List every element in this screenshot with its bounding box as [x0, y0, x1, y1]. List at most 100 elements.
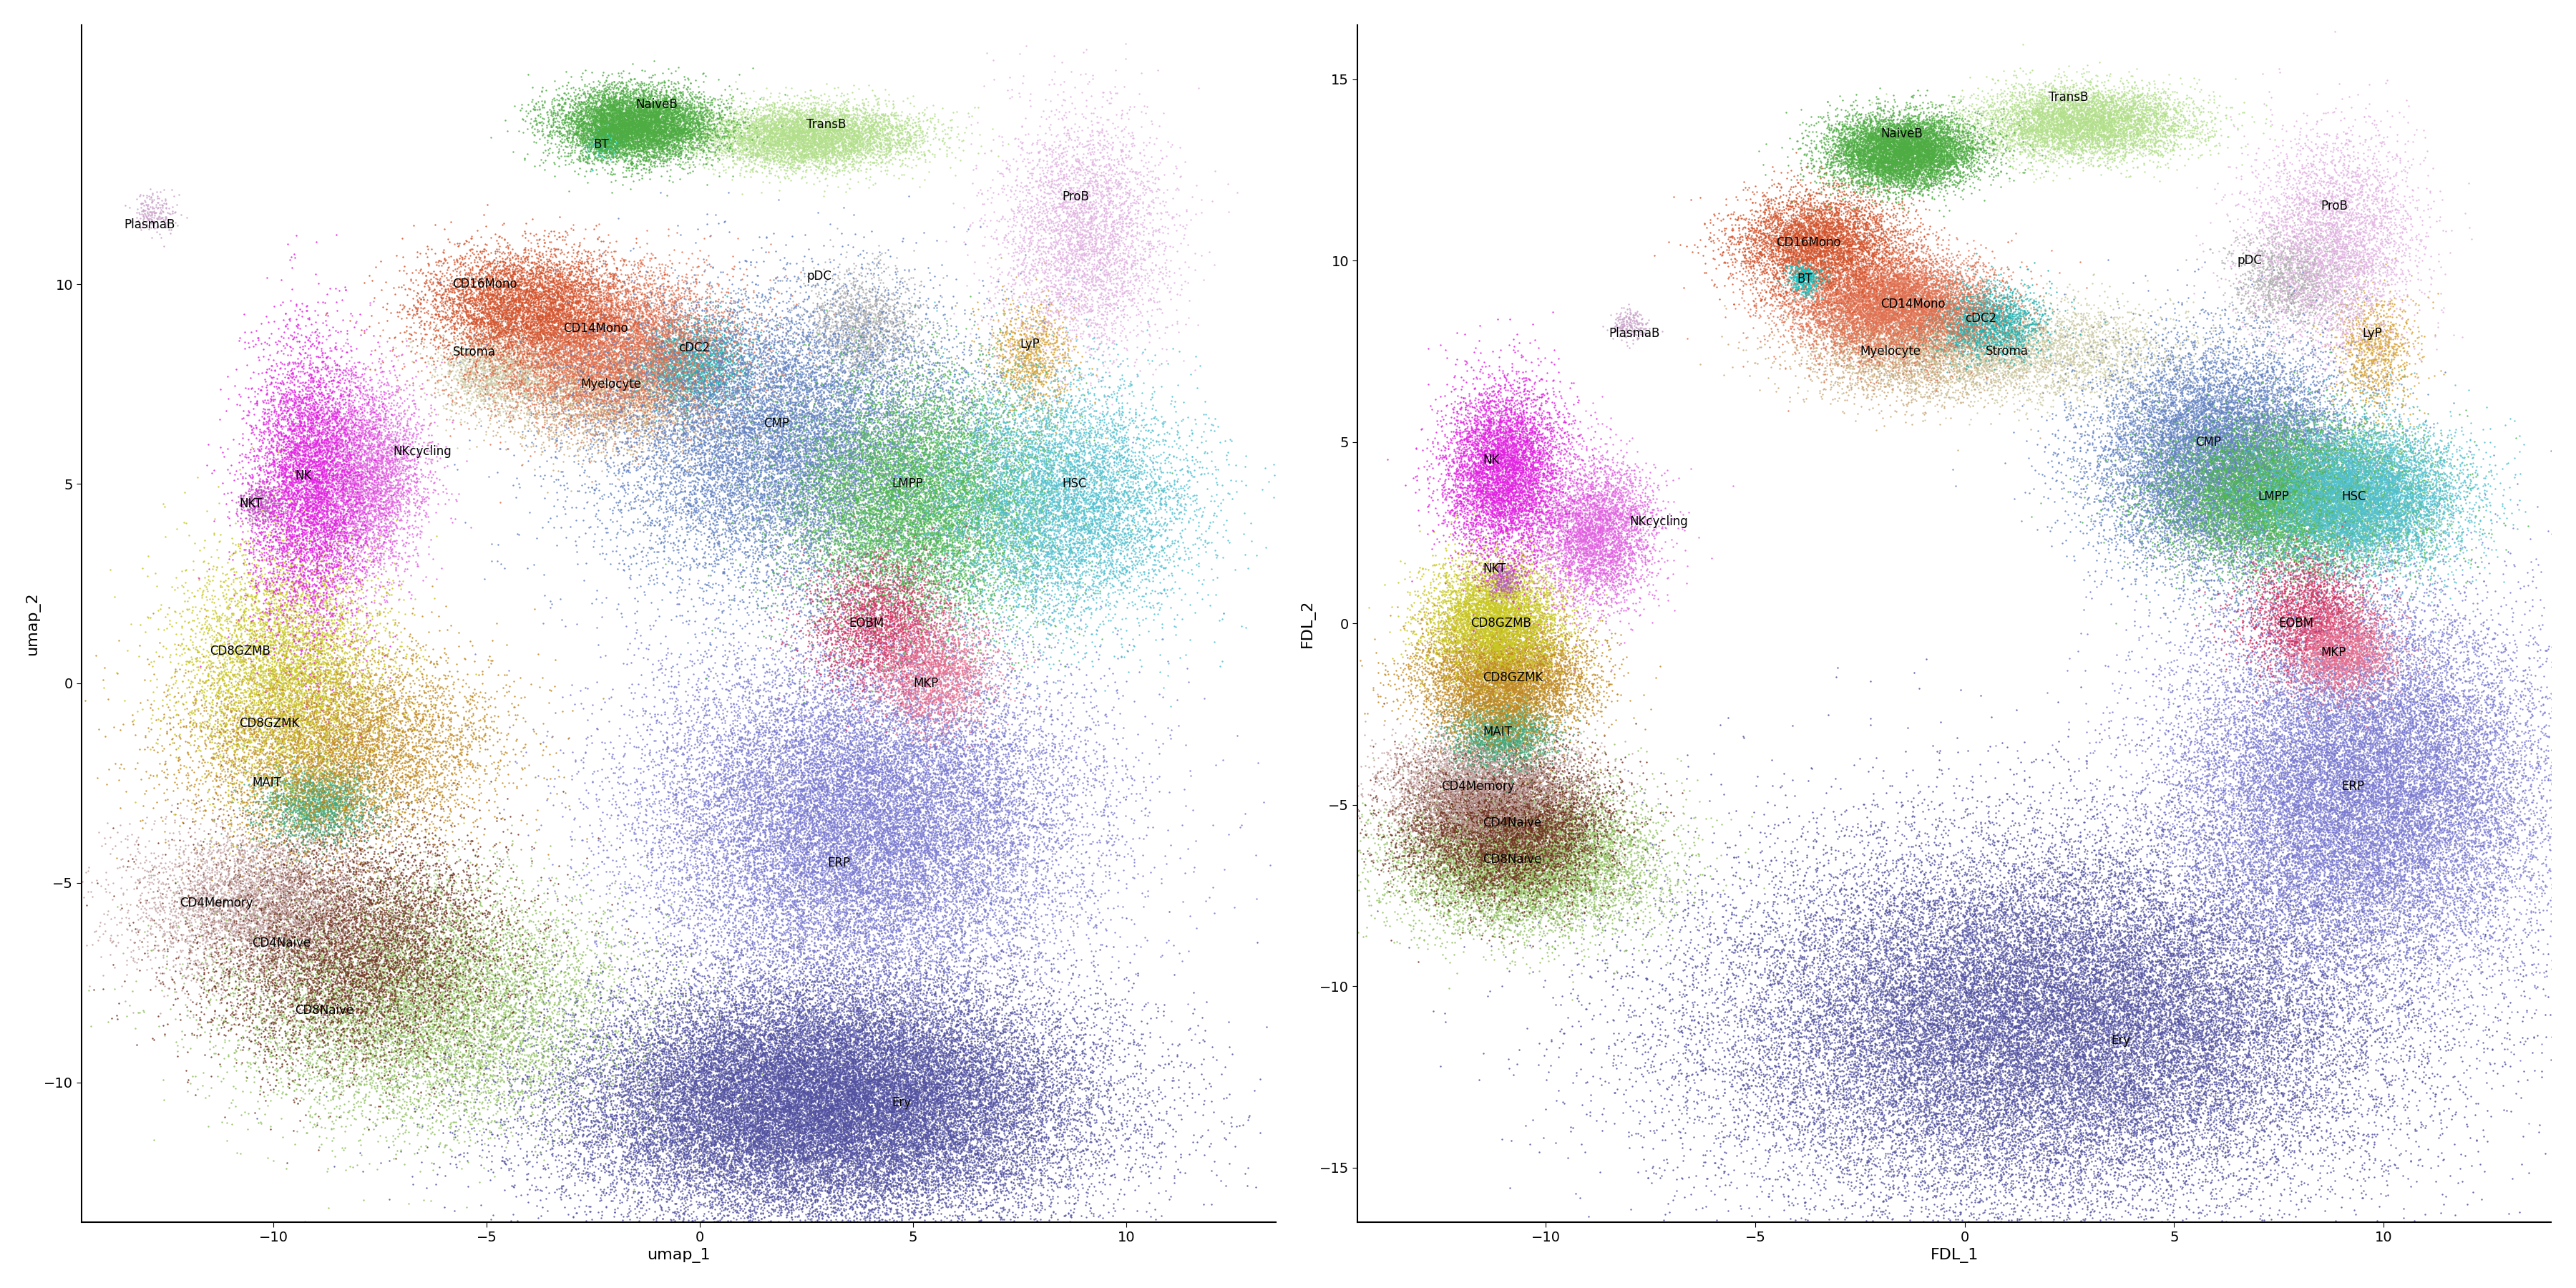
- Point: [1427, 680, 1468, 701]
- Point: [804, 786, 845, 806]
- Point: [2143, 882, 2184, 903]
- Point: [1386, 781, 1427, 801]
- Point: [1463, 775, 1504, 796]
- Point: [183, 752, 224, 773]
- Point: [2306, 744, 2347, 765]
- Point: [1793, 294, 1834, 314]
- Point: [2378, 652, 2419, 672]
- Point: [603, 397, 644, 417]
- Point: [2447, 649, 2488, 670]
- Point: [2267, 380, 2308, 401]
- Point: [2264, 580, 2306, 600]
- Point: [2084, 911, 2125, 931]
- Point: [868, 697, 909, 717]
- Point: [2553, 665, 2576, 685]
- Point: [2182, 386, 2223, 407]
- Point: [1899, 1069, 1940, 1090]
- Point: [873, 1114, 914, 1135]
- Point: [2074, 980, 2115, 1001]
- Point: [1064, 1103, 1105, 1123]
- Point: [289, 470, 330, 491]
- Point: [2202, 1059, 2244, 1079]
- Point: [907, 622, 948, 643]
- Point: [2218, 447, 2259, 468]
- Point: [930, 506, 971, 527]
- Point: [291, 898, 332, 918]
- Point: [1922, 129, 1963, 149]
- Point: [2262, 361, 2303, 381]
- Point: [755, 889, 796, 909]
- Point: [590, 120, 631, 140]
- Point: [1494, 773, 1535, 793]
- Point: [155, 890, 196, 911]
- Point: [422, 693, 464, 714]
- Point: [2403, 748, 2445, 769]
- Point: [611, 408, 652, 429]
- Point: [616, 831, 657, 851]
- Point: [2112, 1105, 2154, 1126]
- Point: [1066, 546, 1108, 567]
- Point: [1960, 966, 2002, 987]
- Point: [817, 1175, 858, 1195]
- Point: [940, 483, 981, 504]
- Point: [1074, 519, 1115, 540]
- Point: [433, 784, 474, 805]
- Point: [742, 931, 783, 952]
- Point: [2378, 735, 2419, 756]
- Point: [340, 994, 381, 1015]
- Point: [827, 514, 868, 535]
- Point: [1765, 1066, 1806, 1087]
- Point: [858, 533, 899, 554]
- Point: [1553, 899, 1595, 920]
- Point: [1847, 1101, 1888, 1122]
- Point: [696, 327, 737, 348]
- Point: [1574, 523, 1615, 544]
- Point: [848, 1018, 889, 1038]
- Point: [791, 1148, 832, 1168]
- Point: [626, 515, 667, 536]
- Point: [891, 635, 933, 656]
- Point: [1443, 630, 1484, 650]
- Point: [2097, 330, 2138, 350]
- Point: [1759, 267, 1801, 287]
- Point: [806, 1112, 848, 1132]
- Point: [2308, 814, 2349, 835]
- Point: [1566, 497, 1607, 518]
- Point: [2285, 523, 2326, 544]
- Point: [580, 809, 621, 829]
- Point: [1388, 848, 1430, 868]
- Point: [1100, 295, 1141, 316]
- Point: [2161, 1014, 2202, 1034]
- Point: [729, 1177, 770, 1198]
- Point: [211, 591, 252, 612]
- Point: [2336, 224, 2378, 245]
- Point: [1520, 752, 1561, 773]
- Point: [1538, 661, 1579, 681]
- Point: [922, 1168, 963, 1189]
- Point: [1479, 738, 1520, 759]
- Point: [853, 438, 894, 459]
- Point: [1649, 966, 1690, 987]
- Point: [1082, 276, 1123, 296]
- Point: [979, 420, 1020, 440]
- Point: [940, 1130, 981, 1150]
- Point: [250, 848, 291, 868]
- Point: [770, 1114, 811, 1135]
- Point: [518, 980, 559, 1001]
- Point: [2360, 215, 2401, 236]
- Point: [1847, 992, 1888, 1012]
- Point: [855, 1072, 896, 1092]
- Point: [1947, 1032, 1989, 1052]
- Point: [2143, 482, 2184, 502]
- Point: [371, 858, 412, 878]
- Point: [935, 668, 976, 689]
- Point: [2218, 450, 2259, 470]
- Point: [1455, 460, 1497, 480]
- Point: [757, 563, 799, 583]
- Point: [1494, 591, 1535, 612]
- Point: [2416, 972, 2458, 993]
- Point: [322, 756, 363, 777]
- Point: [2233, 1056, 2275, 1077]
- Point: [2264, 820, 2306, 841]
- Point: [1484, 864, 1525, 885]
